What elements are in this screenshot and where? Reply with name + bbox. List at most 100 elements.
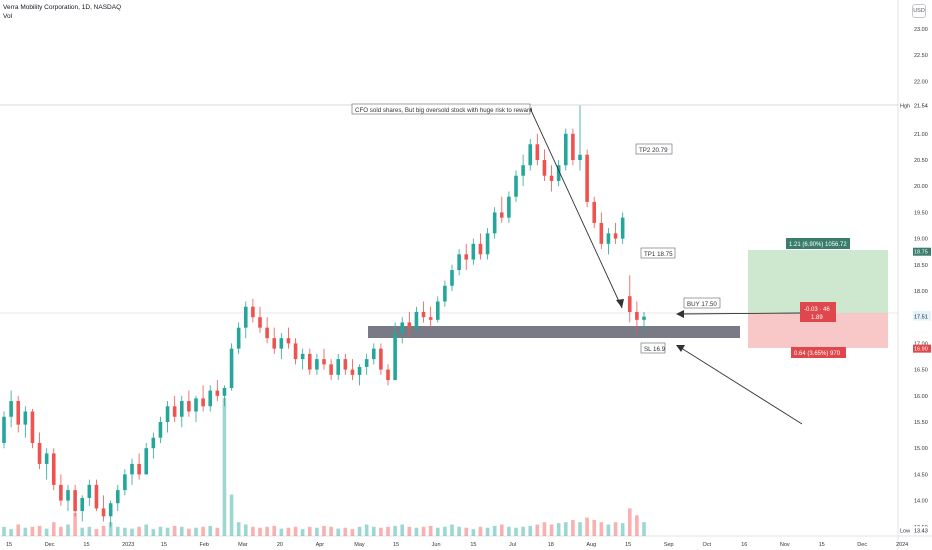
candle-body (300, 353, 305, 360)
tp2-text: TP2 20.79 (639, 147, 668, 154)
candle-body (642, 316, 646, 320)
volume-bar (236, 522, 241, 536)
candle-body (123, 474, 127, 491)
candle-body (329, 364, 333, 375)
xtick-label: 18 (548, 542, 554, 548)
xtick-label: Nov (780, 542, 790, 548)
volume-bar (542, 522, 547, 536)
volume-bar (371, 526, 376, 536)
buy-arrow (679, 312, 801, 315)
candle-body (578, 154, 582, 160)
candle-body (73, 490, 77, 512)
candle-body (279, 338, 284, 349)
volume-bar (478, 526, 483, 536)
candle-body (194, 398, 198, 412)
price-tag-bg (913, 526, 931, 535)
currency-label[interactable]: USD (912, 4, 926, 18)
candle-body (407, 322, 412, 328)
candle-body (258, 317, 262, 328)
candle-body (635, 311, 639, 320)
sl-text: SL 16.9 (644, 346, 666, 353)
volume-bar (336, 528, 341, 536)
candle-body (379, 348, 383, 370)
mid-line1-text: -0.03 · 46 (804, 307, 830, 313)
volume-bar (343, 527, 348, 536)
candle-body (151, 437, 156, 449)
volume-bar (407, 526, 412, 536)
volume-bar (44, 528, 49, 536)
volume-bar (549, 524, 554, 536)
tp1-text: TP1 18.75 (644, 251, 673, 258)
volume-bar (158, 526, 163, 536)
xtick-label: 2023 (122, 542, 134, 548)
volume-bar (80, 527, 85, 536)
candle-body (400, 322, 405, 333)
xtick-label: Oct (703, 542, 712, 548)
xtick-label: 15 (819, 542, 825, 548)
note-annotation[interactable]: CFO sold shares, But big oversold stock … (351, 103, 533, 115)
xtick-label: 2024 (896, 542, 908, 548)
volume-bar (315, 527, 319, 536)
ytick-label: 15.50 (914, 420, 928, 426)
candle-body (343, 359, 348, 370)
xtick-label: 15 (625, 542, 631, 548)
candle-body (435, 301, 440, 320)
candle-body (336, 359, 341, 375)
volume-bar (485, 527, 490, 536)
ytick-label: 18.00 (914, 289, 928, 295)
volume-bar (172, 525, 177, 536)
volume-bar (464, 527, 469, 536)
volume-bar (514, 527, 518, 536)
price-tag-bg (913, 312, 931, 321)
tp1-annotation[interactable]: TP1 18.75 (640, 247, 676, 259)
volume-bar (144, 524, 149, 536)
ytick-label: 19.50 (914, 210, 928, 216)
volume-bar (613, 522, 618, 536)
volume-label: Vol (3, 13, 13, 20)
tp2-annotation[interactable]: TP2 20.79 (635, 143, 673, 155)
candle-body (208, 390, 213, 407)
price-tag-bg (913, 344, 931, 353)
price-tag-value: 17.51 (914, 315, 928, 321)
xtick-label: 16 (741, 542, 747, 548)
volume-bar (471, 529, 476, 536)
candle-body (265, 327, 269, 339)
candle-body (492, 212, 497, 234)
candle-body (485, 233, 490, 255)
ytick-label: 14.50 (914, 472, 928, 478)
price-tag-label: Low (900, 528, 910, 534)
volume-bar (627, 508, 632, 536)
volume-bar (606, 524, 611, 536)
support-zone[interactable] (368, 326, 740, 338)
xtick-label: May (354, 542, 365, 548)
volume-bar (499, 524, 504, 536)
candle-body (535, 144, 540, 160)
ytick-label: 23.00 (914, 27, 928, 33)
candle-body (37, 442, 42, 464)
volume-bar (51, 522, 56, 536)
candle-body (144, 448, 149, 475)
candle-body (2, 416, 6, 443)
buy-annotation[interactable]: BUY 17.50 (683, 297, 721, 309)
candle-body (613, 233, 618, 239)
candle-body (272, 338, 277, 349)
volume-bar (350, 529, 355, 536)
price-tag-bg (913, 247, 931, 256)
volume-bar (642, 522, 646, 536)
candle-body (428, 317, 433, 320)
sl-annotation[interactable]: SL 16.9 (640, 342, 666, 354)
candle-body (450, 270, 454, 286)
candle-body (243, 306, 248, 328)
volume-bar (137, 526, 141, 536)
xtick-labels: 15 Dec 15 2023 15 Feb Mar 20 Apr May 15 Jun 15 Jul 18 A… (6, 542, 908, 548)
reward-label: 1.21 (6.90%) 1056.72 (786, 238, 850, 249)
candle-body (51, 453, 56, 485)
volume-bar (201, 526, 205, 536)
candle-body (421, 311, 426, 318)
candle-body (357, 366, 362, 375)
volume-bar (457, 526, 461, 536)
candle-body (16, 401, 21, 425)
candle-body (514, 175, 518, 197)
volume-bar (364, 524, 369, 536)
